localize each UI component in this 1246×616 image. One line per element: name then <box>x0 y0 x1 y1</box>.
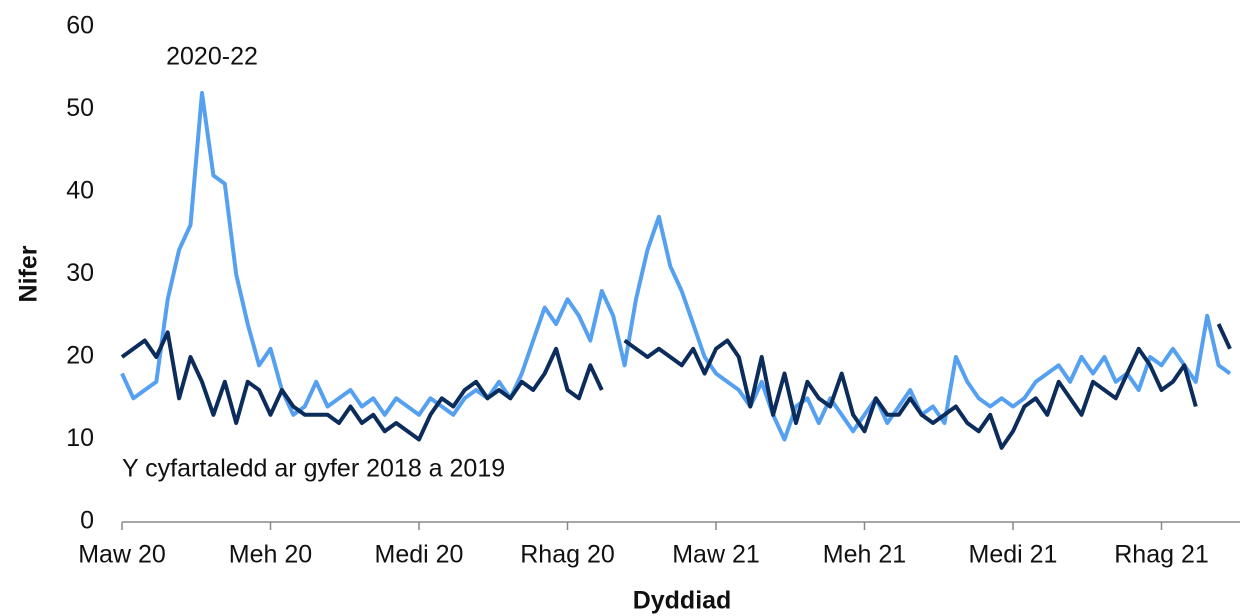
y-axis-title: Nifer <box>15 245 43 302</box>
series-label: 2020-22 <box>166 43 258 71</box>
y-tick-label: 30 <box>66 259 94 287</box>
x-tick-label: Medi 20 <box>375 541 464 569</box>
y-tick-label: 40 <box>66 177 94 205</box>
y-tick-label: 60 <box>66 12 94 40</box>
x-tick-label: Meh 21 <box>823 541 906 569</box>
series-label: Y cyfartaledd ar gyfer 2018 a 2019 <box>122 455 505 483</box>
x-tick-label: Meh 20 <box>229 541 312 569</box>
y-tick-label: 10 <box>66 424 94 452</box>
series-line <box>120 91 1232 442</box>
x-tick-label: Maw 20 <box>78 541 166 569</box>
y-tick-label: 50 <box>66 94 94 122</box>
y-tick-label: 20 <box>66 342 94 370</box>
x-tick-label: Medi 21 <box>969 541 1058 569</box>
y-tick-label: 0 <box>80 507 94 535</box>
x-axis-title: Dyddiad <box>633 587 732 615</box>
x-tick-label: Maw 21 <box>672 541 760 569</box>
series-line <box>120 323 1232 450</box>
x-tick-label: Rhag 20 <box>520 541 615 569</box>
x-tick-label: Rhag 21 <box>1114 541 1209 569</box>
